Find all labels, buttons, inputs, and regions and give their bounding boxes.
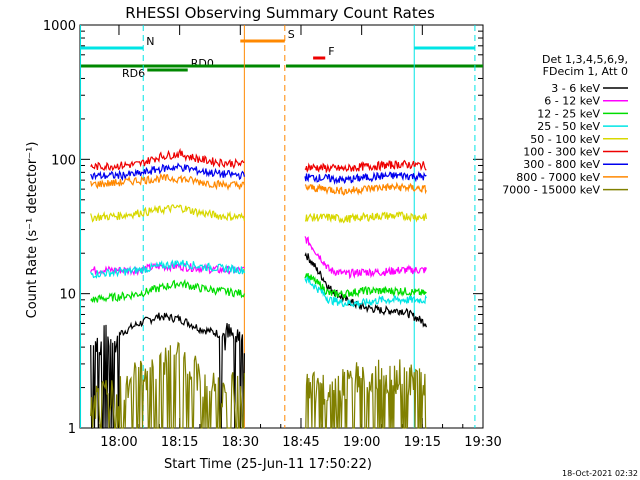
x-tick-label: 19:30 [464, 435, 501, 450]
legend-entry: 6 - 12 keV [544, 95, 600, 108]
series-line [304, 236, 427, 280]
series-line [304, 159, 427, 174]
y-tick-label: 100 [51, 153, 76, 168]
legend-header: FDecim 1, Att 0 [543, 65, 628, 78]
legend-entry: 100 - 300 keV [523, 146, 600, 159]
series-line [90, 147, 245, 172]
series-line [304, 273, 427, 300]
series-line [305, 359, 427, 429]
x-tick-label: 19:00 [343, 435, 380, 450]
series-line [90, 312, 245, 429]
series-line [304, 181, 427, 196]
x-tick-label: 18:00 [100, 435, 137, 450]
y-tick-label: 1000 [43, 19, 76, 34]
y-tick-label: 1 [68, 422, 76, 437]
plot-frame [79, 24, 484, 429]
series-line [304, 276, 427, 309]
annotation-label: S [288, 28, 295, 41]
series-line [90, 341, 245, 429]
series-line [304, 252, 427, 328]
legend-entry: 3 - 6 keV [551, 82, 600, 95]
x-axis-label: Start Time (25-Jun-11 17:50:22) [164, 457, 372, 472]
y-tick-label: 10 [59, 288, 76, 303]
series-line [90, 162, 245, 181]
x-tick-label: 18:45 [282, 435, 319, 450]
series-line [90, 259, 245, 279]
legend-entry: 300 - 800 keV [523, 158, 600, 171]
legend-header: Det 1,3,4,5,6,9, [542, 53, 628, 66]
annotation-label: RD0 [191, 57, 214, 70]
x-tick-label: 18:15 [161, 435, 198, 450]
annotation-label: N [146, 35, 154, 48]
legend-entry: 50 - 100 keV [530, 133, 600, 146]
legend-entry: 25 - 50 keV [537, 120, 600, 133]
plot-area: 1 10 100 1000 18:00 18:15 18:30 18:45 19:00 19:15… [43, 19, 502, 450]
annotation-label: RD6 [122, 67, 145, 80]
series-line [90, 278, 245, 304]
series-line [90, 172, 245, 191]
chart-title: RHESSI Observing Summary Count Rates [125, 4, 435, 22]
legend: Det 1,3,4,5,6,9,FDecim 1, Att 0 3 - 6 keV… [502, 53, 628, 197]
series-line [304, 211, 427, 224]
annotation-label: F [328, 45, 334, 58]
legend-entry: 12 - 25 keV [537, 107, 600, 120]
x-tick-label: 18:30 [222, 435, 259, 450]
series-line [90, 204, 245, 223]
legend-entry: 7000 - 15000 keV [502, 184, 600, 197]
x-tick-label: 19:15 [404, 435, 441, 450]
series-line [304, 170, 427, 186]
legend-entry: 800 - 7000 keV [516, 171, 600, 184]
y-axis-label: Count Rate (s⁻¹ detector⁻¹) [25, 142, 40, 319]
footer-timestamp: 18-Oct-2021 02:32 [562, 469, 638, 478]
